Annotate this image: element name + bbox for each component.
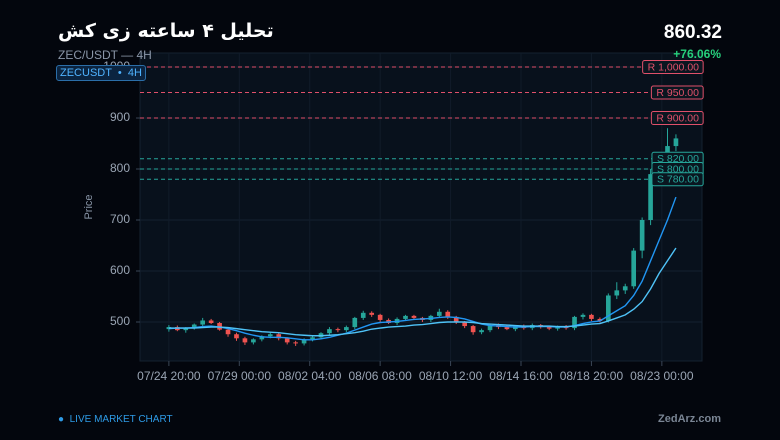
- plot-area: [139, 52, 703, 362]
- candle-body: [546, 327, 552, 329]
- candle-body: [344, 327, 349, 331]
- candle-body: [648, 174, 653, 221]
- symbol-badge[interactable]: ZECUSDT • 4H: [56, 65, 146, 81]
- candle-body: [462, 321, 467, 327]
- candle-body: [572, 316, 577, 329]
- candle-body: [234, 334, 239, 339]
- candle-body: [487, 325, 493, 331]
- x-tick-label: 08/23 00:00: [630, 369, 694, 383]
- x-tick-label: 08/06 08:00: [348, 369, 412, 383]
- candle-body: [301, 339, 307, 344]
- moving-average-line: [168, 196, 677, 341]
- y-tick-label: 900: [110, 110, 130, 124]
- candle-body: [631, 250, 637, 287]
- candle-body: [580, 314, 586, 317]
- candle-body: [225, 329, 231, 335]
- y-tick-label: 800: [110, 161, 130, 175]
- candle-body: [293, 342, 298, 344]
- live-label: LIVE MARKET CHART: [69, 414, 173, 425]
- y-axis-label: Price: [83, 194, 95, 219]
- candle-body: [310, 337, 315, 340]
- x-tick-label: 08/18 20:00: [560, 369, 624, 383]
- candle-body: [445, 311, 451, 317]
- subtitle: ZEC/USDT — 4H: [58, 48, 152, 62]
- candle-body: [470, 326, 476, 333]
- candle-body: [191, 324, 197, 329]
- candle-body: [639, 220, 645, 251]
- candle-body: [377, 314, 383, 320]
- moving-average-line: [168, 247, 677, 337]
- candle-body: [436, 311, 442, 316]
- level-label-box: [642, 60, 704, 75]
- candle-body: [606, 295, 611, 321]
- level-label: R 900.00: [656, 112, 699, 124]
- x-tick-label: 08/02 04:00: [278, 369, 342, 383]
- level-label-box: [651, 172, 704, 187]
- candle-body: [217, 323, 222, 330]
- candle-body: [673, 138, 679, 147]
- candle-body: [352, 317, 358, 328]
- candle-body: [479, 330, 484, 333]
- live-status: ● LIVE MARKET CHART: [58, 414, 173, 425]
- price: 860.32: [663, 22, 722, 43]
- candle-body: [614, 290, 620, 296]
- candle-body: [335, 329, 341, 331]
- level-label: R 1,000.00: [648, 61, 700, 73]
- change: +76.06%: [673, 47, 721, 61]
- candle-body: [208, 320, 214, 324]
- x-tick-label: 08/10 12:00: [419, 369, 483, 383]
- candle-body: [183, 328, 189, 331]
- y-tick-label: 600: [110, 263, 130, 277]
- candle-body: [259, 336, 265, 340]
- candle-body: [369, 312, 375, 315]
- candle-body: [597, 318, 603, 321]
- level-label-box: [650, 85, 704, 100]
- candle-body: [327, 329, 332, 334]
- candle-body: [284, 338, 290, 343]
- x-tick-label: 08/14 16:00: [489, 369, 553, 383]
- candle-body: [411, 315, 417, 318]
- candle-body: [267, 334, 273, 337]
- brand: ZedArz.com: [658, 413, 721, 425]
- candle-body: [360, 312, 366, 318]
- candle-body: [403, 315, 408, 319]
- candle-body: [242, 338, 248, 343]
- title: تحلیل ۴ ساعته زی کش: [58, 20, 274, 42]
- candle-body: [589, 314, 594, 319]
- level-label: S 780.00: [657, 173, 699, 185]
- candle-body: [504, 327, 510, 330]
- x-tick-label: 07/24 20:00: [137, 369, 201, 383]
- y-tick-label: 500: [110, 314, 130, 328]
- candle-body: [622, 286, 628, 291]
- level-label: R 950.00: [656, 87, 699, 99]
- candle-body: [200, 320, 206, 325]
- y-tick-label: 700: [110, 212, 130, 226]
- level-label-box: [650, 111, 704, 126]
- x-tick-label: 07/29 00:00: [208, 369, 272, 383]
- candle-body: [453, 316, 459, 322]
- candle-body: [276, 334, 282, 339]
- candle-body: [251, 339, 256, 343]
